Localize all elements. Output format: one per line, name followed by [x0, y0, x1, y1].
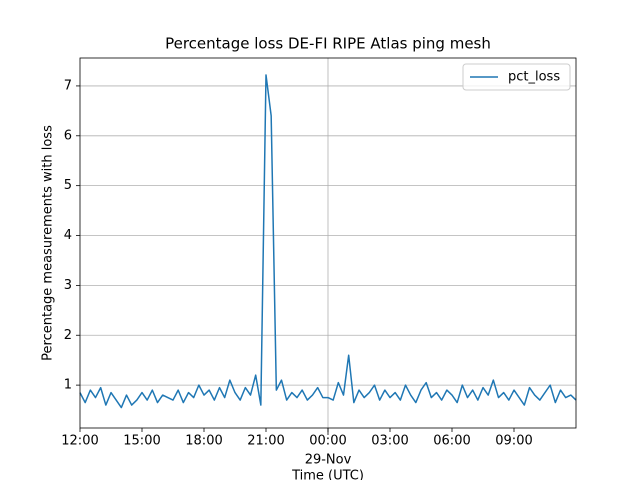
x-axis-label: Time (UTC)	[291, 469, 364, 480]
x-tick-label: 15:00	[123, 434, 160, 449]
legend-label: pct_loss	[508, 70, 560, 85]
plot-frame	[79, 57, 577, 429]
y-tick-label: 2	[64, 328, 72, 343]
x-tick-label: 09:00	[495, 434, 532, 449]
y-tick-label: 7	[64, 78, 72, 93]
y-tick-label: 4	[64, 228, 72, 243]
y-tick-label: 3	[64, 278, 72, 293]
y-tick-label: 6	[64, 128, 72, 143]
x-tick-label: 21:00	[247, 434, 284, 449]
x-tick-label: 06:00	[433, 434, 470, 449]
x-tick-label: 03:00	[371, 434, 408, 449]
legend-box	[462, 63, 571, 91]
x-tick-label: 00:00	[309, 434, 346, 449]
y-axis-label: Percentage measurements with loss	[41, 125, 56, 361]
x-tick-label: 18:00	[185, 434, 222, 449]
x-major-label: 29-Nov	[305, 453, 352, 468]
chart-title: Percentage loss DE-FI RIPE Atlas ping me…	[165, 35, 491, 53]
y-tick-label: 1	[64, 378, 72, 393]
data-line	[79, 74, 577, 409]
x-tick-label: 12:00	[61, 434, 98, 449]
y-tick-label: 5	[64, 178, 72, 193]
